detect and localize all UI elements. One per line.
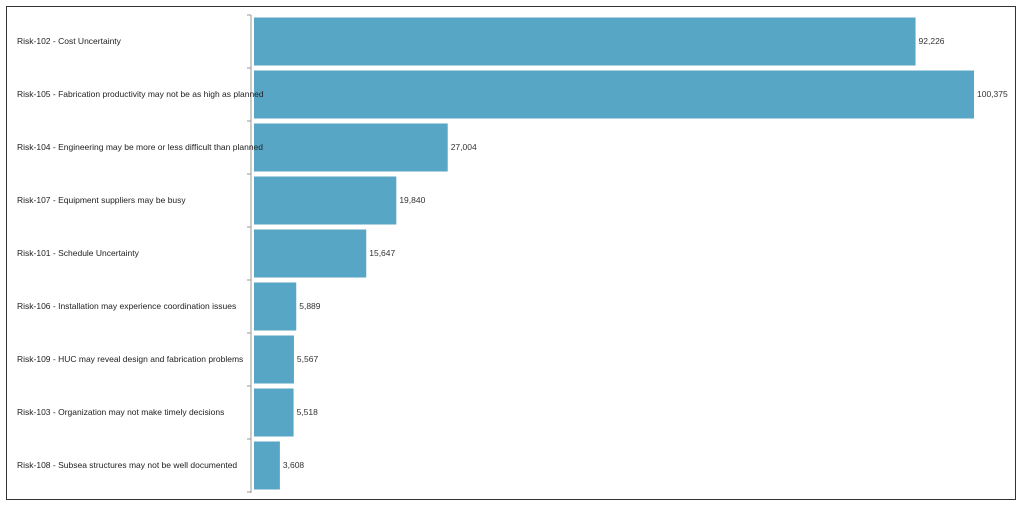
bar-chart: Risk-102 - Cost Uncertainty 92,226 Risk-10…	[17, 14, 1008, 493]
value-label: 5,889	[299, 301, 321, 311]
category-label: Risk-108 - Subsea structures may not be …	[17, 460, 237, 470]
value-label: 5,518	[297, 407, 319, 417]
category-label: Risk-109 - HUC may reveal design and fab…	[17, 354, 243, 364]
labels-layer: Risk-102 - Cost Uncertainty 92,226 Risk-10…	[17, 36, 1008, 470]
value-label: 27,004	[451, 142, 477, 152]
bar[interactable]	[254, 282, 297, 331]
category-label: Risk-102 - Cost Uncertainty	[17, 36, 122, 46]
bar[interactable]	[254, 123, 448, 172]
bar[interactable]	[254, 17, 916, 66]
category-label: Risk-106 - Installation may experience c…	[17, 301, 236, 311]
value-label: 3,608	[283, 460, 305, 470]
value-label: 5,567	[297, 354, 319, 364]
chart-frame: Risk-102 - Cost Uncertainty 92,226 Risk-10…	[6, 6, 1016, 500]
axis-layer	[247, 14, 252, 493]
value-label: 92,226	[919, 36, 945, 46]
bar[interactable]	[254, 176, 397, 225]
category-label: Risk-107 - Equipment suppliers may be bu…	[17, 195, 186, 205]
value-label: 100,375	[977, 89, 1008, 99]
value-label: 15,647	[369, 248, 395, 258]
bar[interactable]	[254, 229, 367, 278]
category-label: Risk-104 - Engineering may be more or le…	[17, 142, 263, 152]
bar[interactable]	[254, 441, 280, 490]
bar[interactable]	[254, 388, 294, 437]
bar[interactable]	[254, 70, 974, 119]
category-label: Risk-103 - Organization may not make tim…	[17, 407, 224, 417]
bars-layer	[254, 17, 974, 490]
bar[interactable]	[254, 335, 294, 384]
category-label: Risk-105 - Fabrication productivity may …	[17, 89, 264, 99]
value-label: 19,840	[399, 195, 425, 205]
category-label: Risk-101 - Schedule Uncertainty	[17, 248, 140, 258]
